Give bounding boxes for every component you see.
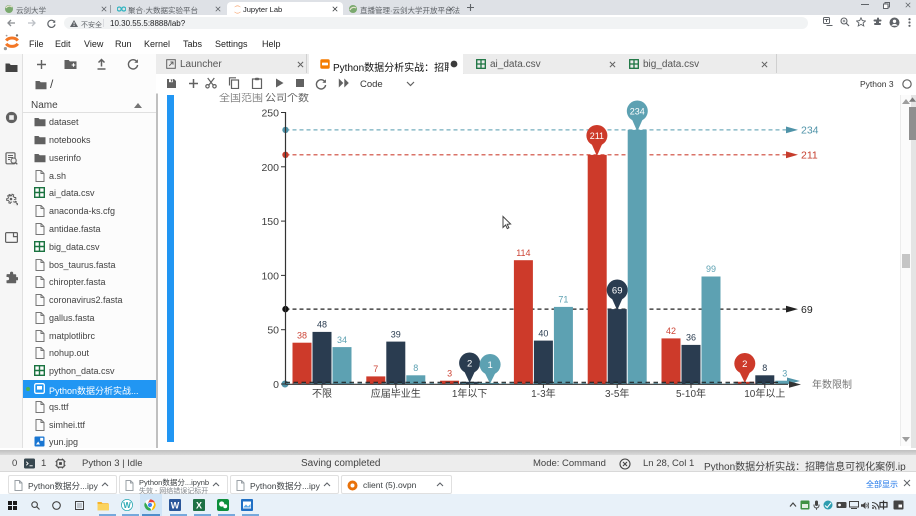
svg-text:211: 211 xyxy=(801,150,818,162)
svg-text:234: 234 xyxy=(630,107,645,117)
svg-text:10年以上: 10年以上 xyxy=(744,387,785,400)
svg-text:100: 100 xyxy=(261,270,279,282)
svg-text:48: 48 xyxy=(317,320,327,330)
svg-text:200: 200 xyxy=(261,162,279,174)
svg-text:2: 2 xyxy=(742,359,747,370)
svg-text:211: 211 xyxy=(590,131,604,141)
svg-text:34: 34 xyxy=(337,335,347,345)
svg-text:3: 3 xyxy=(447,369,452,379)
svg-text:40: 40 xyxy=(538,328,548,338)
svg-text:应届毕业生: 应届毕业生 xyxy=(371,387,421,400)
svg-text:38: 38 xyxy=(297,331,307,341)
svg-text:3: 3 xyxy=(782,368,787,378)
svg-text:8: 8 xyxy=(413,363,418,373)
svg-text:全国范围: 全国范围 xyxy=(219,93,263,104)
svg-text:X: X xyxy=(196,500,202,510)
svg-text:50: 50 xyxy=(267,325,279,337)
svg-text:5-10年: 5-10年 xyxy=(676,387,706,400)
svg-text:69: 69 xyxy=(801,304,813,316)
svg-text:1: 1 xyxy=(487,360,492,371)
svg-text:250: 250 xyxy=(261,108,279,120)
svg-text:8: 8 xyxy=(762,363,767,373)
svg-text:W: W xyxy=(123,501,131,510)
svg-text:99: 99 xyxy=(706,264,716,274)
svg-text:公司个数: 公司个数 xyxy=(265,93,309,104)
svg-text:W: W xyxy=(171,500,180,510)
svg-text:1年以下: 1年以下 xyxy=(452,387,488,400)
svg-text:150: 150 xyxy=(261,216,279,228)
svg-text:234: 234 xyxy=(801,125,819,137)
svg-text:7: 7 xyxy=(373,364,378,374)
svg-text:2: 2 xyxy=(467,359,472,370)
svg-text:1-3年: 1-3年 xyxy=(531,387,555,400)
svg-text:114: 114 xyxy=(516,248,530,258)
svg-text:0: 0 xyxy=(273,379,279,391)
svg-text:36: 36 xyxy=(686,333,696,343)
svg-text:71: 71 xyxy=(558,295,568,305)
svg-text:42: 42 xyxy=(666,326,676,336)
svg-text:39: 39 xyxy=(391,329,401,339)
svg-text:年数限制: 年数限制 xyxy=(812,378,852,391)
svg-text:不限: 不限 xyxy=(312,388,332,400)
svg-text:69: 69 xyxy=(612,286,623,297)
svg-text:3-5年: 3-5年 xyxy=(605,387,629,400)
